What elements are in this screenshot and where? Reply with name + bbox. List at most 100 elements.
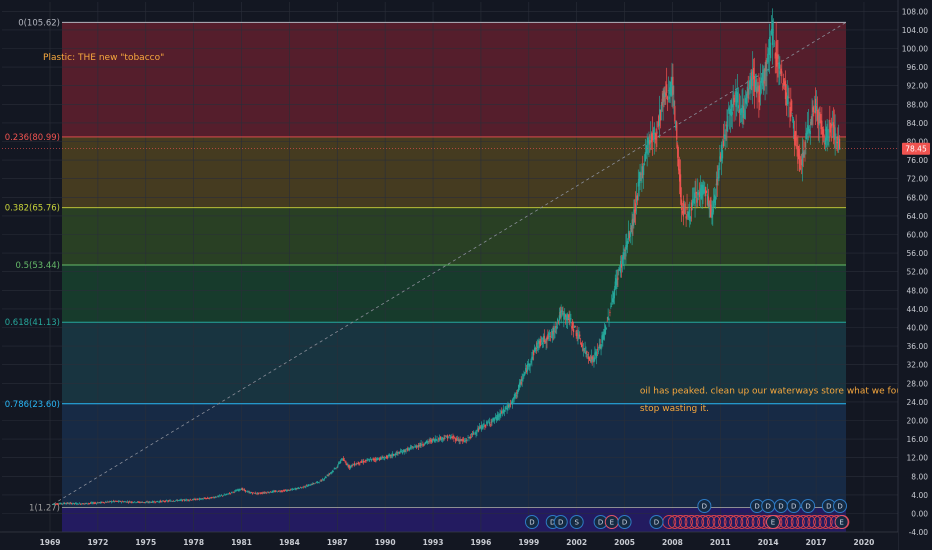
event-badge-dividend bbox=[801, 515, 816, 529]
event-badge-dividend bbox=[684, 515, 699, 529]
candle-body bbox=[655, 133, 657, 140]
candle-body bbox=[282, 490, 284, 492]
y-axis-background bbox=[898, 0, 932, 550]
candle-body bbox=[218, 495, 220, 497]
candle-body bbox=[308, 484, 310, 486]
candle-body bbox=[431, 439, 433, 443]
candle-body bbox=[709, 199, 711, 207]
candle-body bbox=[287, 490, 289, 491]
chart-annotations: Plastic: THE new "tobacco" oil has peaked… bbox=[43, 53, 916, 414]
candle-body bbox=[535, 348, 537, 350]
candle-body bbox=[275, 490, 278, 492]
candle-body bbox=[818, 115, 820, 126]
candle-body bbox=[216, 496, 218, 498]
candle-body bbox=[635, 203, 637, 212]
candle-body bbox=[803, 151, 805, 158]
candle-body bbox=[285, 490, 287, 491]
candle-body bbox=[473, 433, 475, 435]
candle-body bbox=[392, 454, 395, 456]
data-point bbox=[240, 488, 243, 490]
candle-body bbox=[748, 88, 750, 95]
candle-body bbox=[630, 228, 632, 229]
event-badge-dividend bbox=[790, 515, 805, 529]
candle-body bbox=[513, 396, 515, 399]
candle-body bbox=[798, 148, 800, 155]
candle-body bbox=[250, 492, 252, 494]
candle-body bbox=[244, 490, 247, 492]
candle-body bbox=[364, 460, 366, 462]
event-badge-label: E bbox=[771, 519, 775, 527]
candle-body bbox=[448, 435, 451, 436]
y-tick-label: 68.00 bbox=[907, 193, 929, 202]
candle-body bbox=[658, 109, 661, 126]
candle-body bbox=[396, 452, 398, 454]
candle-body bbox=[483, 423, 485, 425]
candle-body bbox=[673, 99, 675, 107]
data-point bbox=[631, 224, 634, 226]
candle-body bbox=[580, 342, 582, 344]
candle-body bbox=[340, 460, 342, 463]
candle-body bbox=[327, 474, 329, 476]
candle-body bbox=[266, 492, 268, 494]
candle-body bbox=[616, 279, 618, 285]
candle-body bbox=[235, 490, 237, 491]
candle-body bbox=[136, 501, 138, 503]
candle-body bbox=[334, 468, 336, 469]
candle-body bbox=[596, 349, 599, 351]
candle-body bbox=[628, 232, 631, 238]
candle-body bbox=[637, 181, 639, 187]
candle-body bbox=[795, 131, 797, 141]
candle-body bbox=[521, 379, 523, 382]
candle-body bbox=[230, 492, 232, 493]
candle-body bbox=[71, 503, 73, 505]
candle-body bbox=[696, 197, 698, 203]
candle-body bbox=[317, 482, 319, 483]
event-badge-lower bbox=[765, 515, 780, 529]
candle-body bbox=[54, 503, 57, 505]
candle-body bbox=[755, 79, 757, 89]
candle-body bbox=[530, 360, 532, 363]
candle-body bbox=[70, 502, 72, 504]
x-tick-label: 1999 bbox=[518, 538, 539, 547]
candle-body bbox=[788, 97, 790, 98]
candle-body bbox=[181, 499, 183, 501]
candle-body bbox=[555, 326, 557, 328]
candle-body bbox=[203, 498, 205, 499]
candle-body bbox=[466, 440, 468, 441]
candle-body bbox=[324, 476, 326, 479]
data-point bbox=[823, 140, 825, 143]
data-point bbox=[815, 103, 817, 106]
candle-body bbox=[582, 348, 584, 351]
candle-body bbox=[101, 502, 103, 503]
candle-body bbox=[359, 463, 361, 465]
event-badge-lower bbox=[524, 515, 539, 529]
candle-body bbox=[782, 86, 784, 88]
candle-body bbox=[142, 502, 145, 504]
data-point bbox=[687, 215, 690, 217]
candle-body bbox=[453, 437, 455, 439]
candle-body bbox=[617, 277, 619, 280]
candle-body bbox=[357, 463, 359, 464]
candle-body bbox=[236, 490, 238, 492]
x-tick-label: 2002 bbox=[566, 538, 587, 547]
candle-body bbox=[106, 501, 108, 503]
candle-body bbox=[566, 313, 568, 321]
candle-body bbox=[275, 490, 277, 492]
candle-body bbox=[807, 126, 810, 132]
candle-body bbox=[500, 414, 502, 416]
candle-body bbox=[745, 93, 748, 105]
x-tick-label: 1984 bbox=[279, 538, 300, 547]
candle-body bbox=[447, 435, 449, 439]
candle-body bbox=[605, 328, 607, 329]
candle-body bbox=[615, 278, 617, 289]
data-point bbox=[97, 502, 99, 504]
data-point bbox=[783, 84, 785, 87]
candle-body bbox=[409, 447, 412, 449]
candle-body bbox=[377, 458, 379, 461]
candle-body bbox=[760, 77, 763, 83]
candle-body bbox=[372, 458, 374, 460]
candle-body bbox=[610, 306, 612, 308]
candle-body bbox=[90, 502, 92, 504]
candle-body bbox=[369, 458, 372, 460]
